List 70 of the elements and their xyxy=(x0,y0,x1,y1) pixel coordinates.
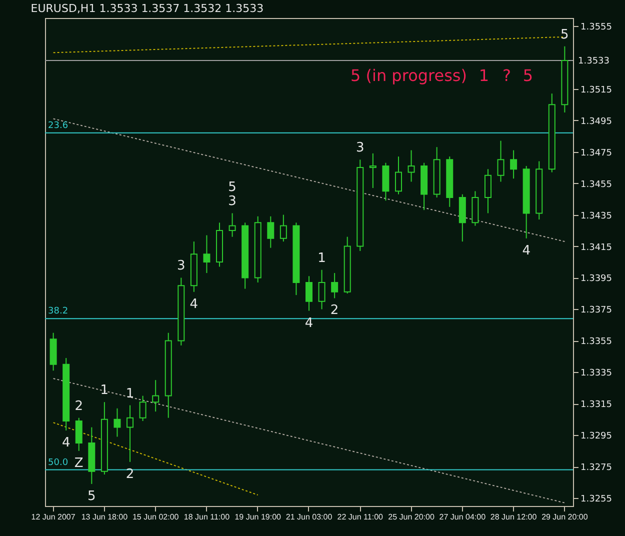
candlestick xyxy=(497,140,504,182)
candlestick xyxy=(280,214,287,242)
x-tick-label: 15 Jun 02:00 xyxy=(132,512,180,522)
annotation: 4 xyxy=(190,296,198,312)
x-tick-label: 28 Jun 12:00 xyxy=(490,512,538,522)
candlestick xyxy=(228,212,236,238)
candlestick xyxy=(267,216,274,248)
candlestick xyxy=(139,395,146,422)
x-tick-label: 27 Jun 04:00 xyxy=(439,512,486,522)
x-tick-label: 13 Jun 18:00 xyxy=(81,512,128,522)
annotation: 23.6 xyxy=(48,120,68,131)
y-tick-label: 1.3555 xyxy=(580,22,612,32)
x-tick-label: 19 Jun 19:00 xyxy=(234,512,282,522)
candlestick xyxy=(369,152,376,189)
y-tick-label: 1.3275 xyxy=(580,463,612,474)
annotation: 50.0 xyxy=(48,458,68,468)
y-tick-label: 1.3335 xyxy=(580,368,612,379)
annotation: 3 xyxy=(228,194,236,210)
annotation: 5 xyxy=(228,180,236,196)
annotation: 5 (in progress) xyxy=(350,66,467,85)
annotation: 5 xyxy=(88,488,96,504)
chart-title: EURUSD,H1 1.3533 1.3537 1.3532 1.3533 xyxy=(30,2,264,15)
candlestick xyxy=(318,269,326,310)
annotation: 3 xyxy=(177,258,186,274)
x-tick-label: 29 Jun 20:00 xyxy=(542,512,588,522)
candlestick xyxy=(75,417,82,452)
annotation: 2 xyxy=(126,466,134,482)
ref-line-label: 1.3533 xyxy=(578,56,610,67)
y-tick-label: 1.3455 xyxy=(580,180,612,190)
y-tick-label: 1.3475 xyxy=(580,148,612,158)
y-tick-label: 1.3395 xyxy=(580,274,612,284)
y-tick-label: 1.3355 xyxy=(580,337,612,348)
annotation: 4 xyxy=(62,435,70,450)
y-tick-label: 1.3415 xyxy=(580,242,612,253)
candlestick xyxy=(114,408,121,438)
candlestick xyxy=(203,234,210,274)
candlestick xyxy=(394,156,402,195)
annotation: 1 xyxy=(478,66,489,85)
annotation: 2 xyxy=(74,398,84,414)
annotation: 1 xyxy=(126,386,134,402)
x-tick-label: 25 Jun 20:00 xyxy=(388,512,435,522)
annotation: 2 xyxy=(330,303,339,318)
y-tick-label: 1.3495 xyxy=(580,116,612,127)
candlestick xyxy=(331,272,338,299)
x-tick-label: 18 Jun 11:00 xyxy=(184,512,230,522)
candlestick xyxy=(484,168,492,214)
annotation: 5 xyxy=(560,27,569,42)
candlestick xyxy=(510,150,518,180)
y-tick-label: 1.3375 xyxy=(580,306,612,316)
y-tick-label: 1.3295 xyxy=(580,432,612,442)
candlestick xyxy=(126,404,134,462)
annotation: 4 xyxy=(304,316,314,331)
annotation: 38.2 xyxy=(48,306,68,317)
candlestick xyxy=(306,276,312,312)
annotation: 1 xyxy=(100,383,109,398)
annotation: ? xyxy=(502,66,511,85)
candlestick xyxy=(408,150,415,182)
annotation: 3 xyxy=(356,140,364,156)
annotation: 5 xyxy=(522,66,533,85)
annotation: Z xyxy=(74,456,84,471)
annotation: 4 xyxy=(522,243,530,258)
x-tick-label: 12 Jun 2007 xyxy=(31,512,76,522)
y-tick-label: 1.3515 xyxy=(580,85,612,96)
annotation: 1 xyxy=(318,250,326,266)
y-tick-label: 1.3255 xyxy=(580,494,612,505)
candlestick xyxy=(152,380,160,412)
y-tick-label: 1.3315 xyxy=(580,400,612,410)
x-tick-label: 22 Jun 11:00 xyxy=(337,512,384,522)
x-tick-label: 21 Jun 03:00 xyxy=(286,512,333,522)
y-tick-label: 1.3435 xyxy=(580,211,612,222)
